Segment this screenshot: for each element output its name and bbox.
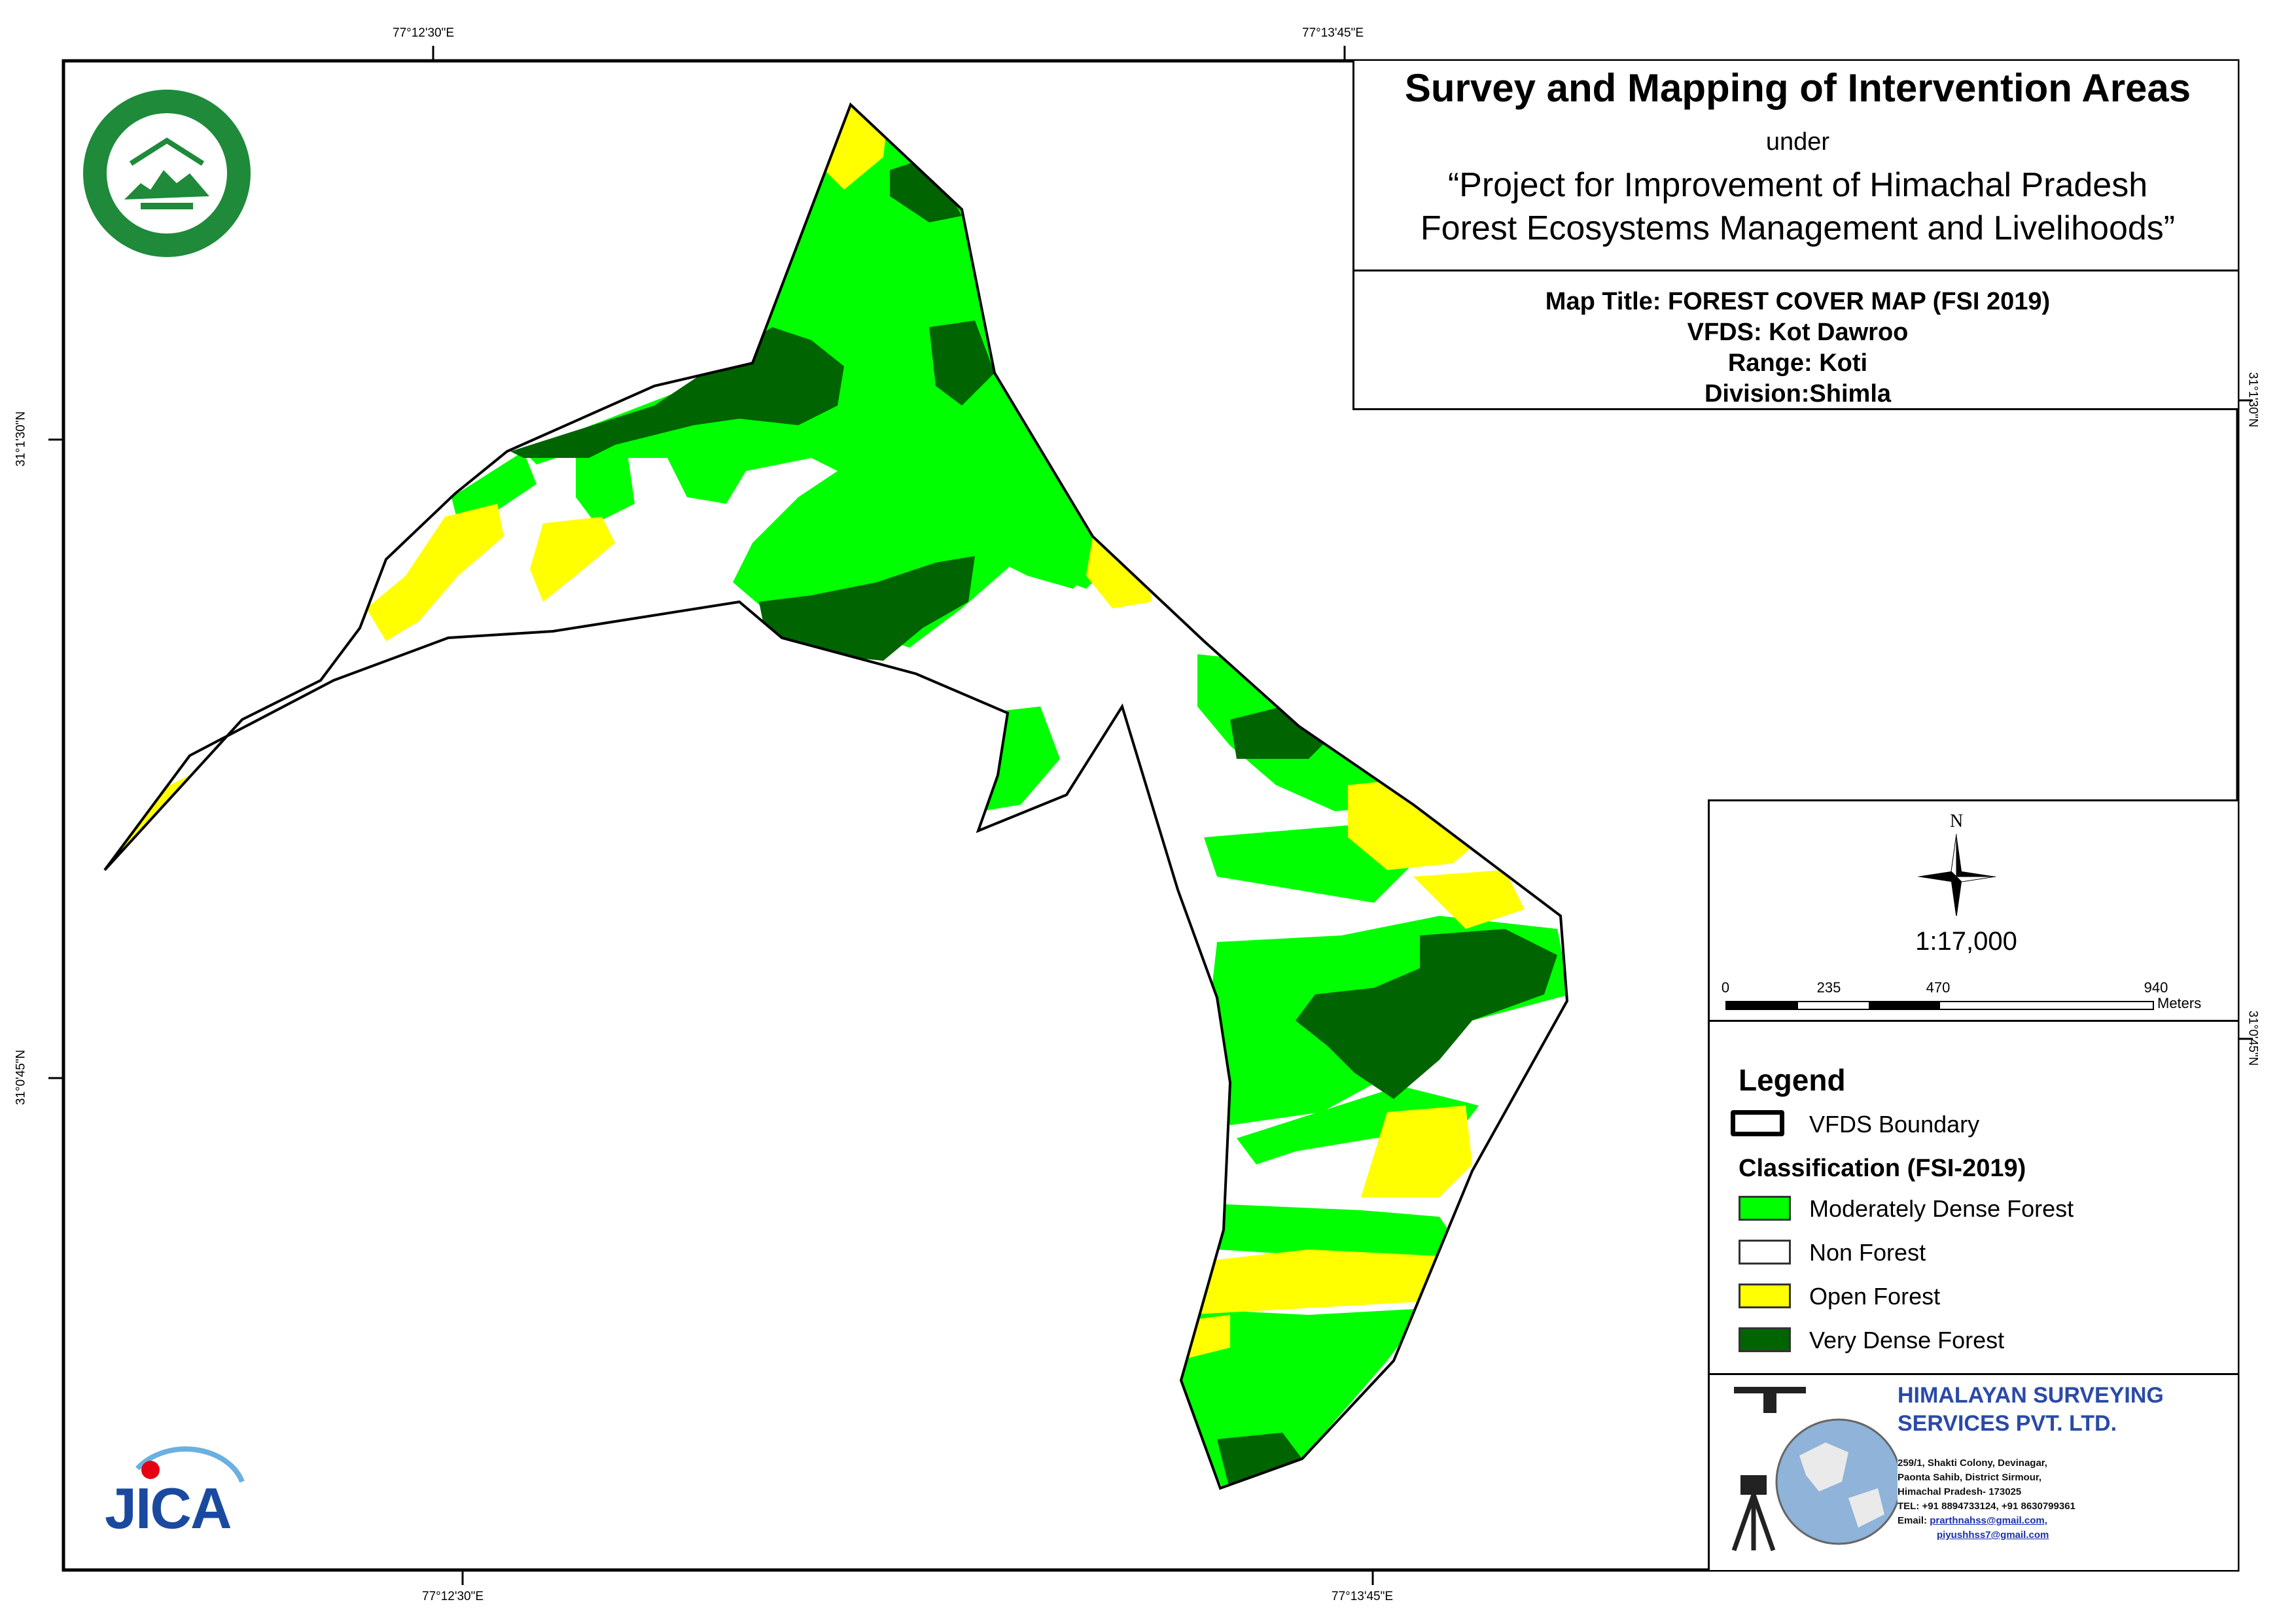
graticule-label-bottom-left: 77°12'30"E [422,1590,484,1603]
scale-tick-470: 470 [1926,979,1951,996]
legend-boundary-label: VFDS Boundary [1809,1111,1980,1138]
open-forest-patch [105,752,327,890]
legend-classification-title: Classification (FSI-2019) [1739,1155,2026,1182]
open-forest-patch [530,517,615,602]
title-under: under [1765,128,1830,156]
graticule-label-right-lower: 31°0'45"N [2246,1010,2260,1066]
company-address-line2: Paonta Sahib, District Sirmour, [1898,1472,2042,1483]
very-dense-forest-patch [1217,1433,1302,1488]
scale-bar [1725,1001,2154,1010]
project-name-line1: “Project for Improvement of Himachal Pra… [1447,166,2148,204]
open-forest-patch [1413,870,1525,929]
vfds-name: VFDS: Kot Dawroo [1687,319,1909,346]
open-forest-patch [366,504,504,641]
moderately-dense-forest-patch [1237,1086,1479,1164]
moderately-dense-forest-patch [347,707,537,798]
moderately-dense-forest-patch [451,451,537,523]
scale-tick-940: 940 [2144,979,2168,996]
company-name-line1: HIMALAYAN SURVEYING [1898,1383,2164,1408]
company-email-row-2: piyushhss7@gmail.com [1937,1529,2049,1541]
range-name: Range: Koti [1727,349,1868,377]
graticule-label-left-lower: 31°0'45"N [14,1049,28,1106]
graticule-label-top-right: 77°13'45"E [1302,26,1364,40]
open-forest-patch [366,916,445,968]
moderately-dense-forest-patch [576,458,635,523]
legend-swatch-non-forest [1739,1240,1791,1265]
very-dense-forest-patch [759,556,975,661]
legend-label-open-forest: Open Forest [1809,1283,1941,1310]
legend-label-non-forest: Non Forest [1809,1239,1926,1266]
scale-tick-235: 235 [1816,979,1841,996]
legend-swatch-very-dense [1739,1327,1791,1352]
legend-label-moderately-dense: Moderately Dense Forest [1809,1195,2074,1222]
title-block [1352,61,2238,271]
division-name: Division:Shimla [1704,380,1892,408]
legend-title: Legend [1739,1063,1846,1097]
legend-label-very-dense: Very Dense Forest [1809,1327,2005,1353]
scale-panel [1708,799,2238,1022]
legend-panel [1708,1022,2238,1375]
graticule-label-left-upper: 31°1'30"N [14,411,28,467]
project-name-line2: Forest Ecosystems Management and Livelih… [1420,209,2176,247]
open-forest-patch [1184,1249,1439,1315]
north-label: N [1950,811,1964,831]
scale-tick-0: 0 [1721,979,1730,996]
moderately-dense-forest-patch [962,451,1099,589]
legend-swatch-moderately-dense [1739,1196,1791,1221]
graticule-label-top-left: 77°12'30"E [393,26,455,40]
company-logo [1727,1384,1902,1560]
map-frame [62,59,2240,1572]
graticule-label-right-upper: 31°1'30"N [2246,372,2260,428]
legend-swatch-open-forest [1739,1283,1791,1308]
vfds-boundary [103,102,1569,1490]
scale-ratio: 1:17,000 [1915,927,2017,956]
very-dense-forest-patch [929,321,995,406]
company-phone: TEL: +91 8894733124, +91 8630799361 [1898,1501,2075,1512]
page-title: Survey and Mapping of Intervention Areas [1404,66,2191,110]
very-dense-forest-patch [517,726,602,792]
forest-department-logo [79,85,255,262]
jica-wordmark: JICA [105,1476,232,1541]
company-email-row: Email: prarthnahss@gmail.com, [1898,1515,2047,1526]
open-forest-patch [1348,778,1492,870]
company-address-line1: 259/1, Shakti Colony, Devinagar, [1898,1457,2047,1469]
email-link-1[interactable]: prarthnahss@gmail.com, [1930,1515,2047,1526]
company-name-line2: SERVICES PVT. LTD. [1898,1411,2117,1436]
jica-logo: JICA [98,1429,249,1547]
moderately-dense-forest-patch [1210,1204,1466,1263]
graticule-ticks [48,46,2253,1585]
graticule-label-bottom-right: 77°13'45"E [1332,1590,1394,1603]
north-arrow: N [1911,811,2002,916]
very-dense-forest-patch [1296,929,1557,1099]
very-dense-forest-patch [510,327,844,458]
scale-unit: Meters [2157,995,2202,1011]
email-label: Email: [1898,1515,1928,1526]
open-forest-patch [1361,1106,1472,1197]
open-forest-patch [458,805,550,890]
map-info-block [1352,271,2238,410]
map-title: Map Title: FOREST COVER MAP (FSI 2019) [1545,288,2051,315]
legend-boundary-swatch [1731,1110,1784,1136]
very-dense-forest-patch [890,157,962,222]
email-link-2[interactable]: piyushhss7@gmail.com [1937,1529,2049,1541]
company-address-line3: Himachal Pradesh- 173025 [1898,1486,2022,1497]
